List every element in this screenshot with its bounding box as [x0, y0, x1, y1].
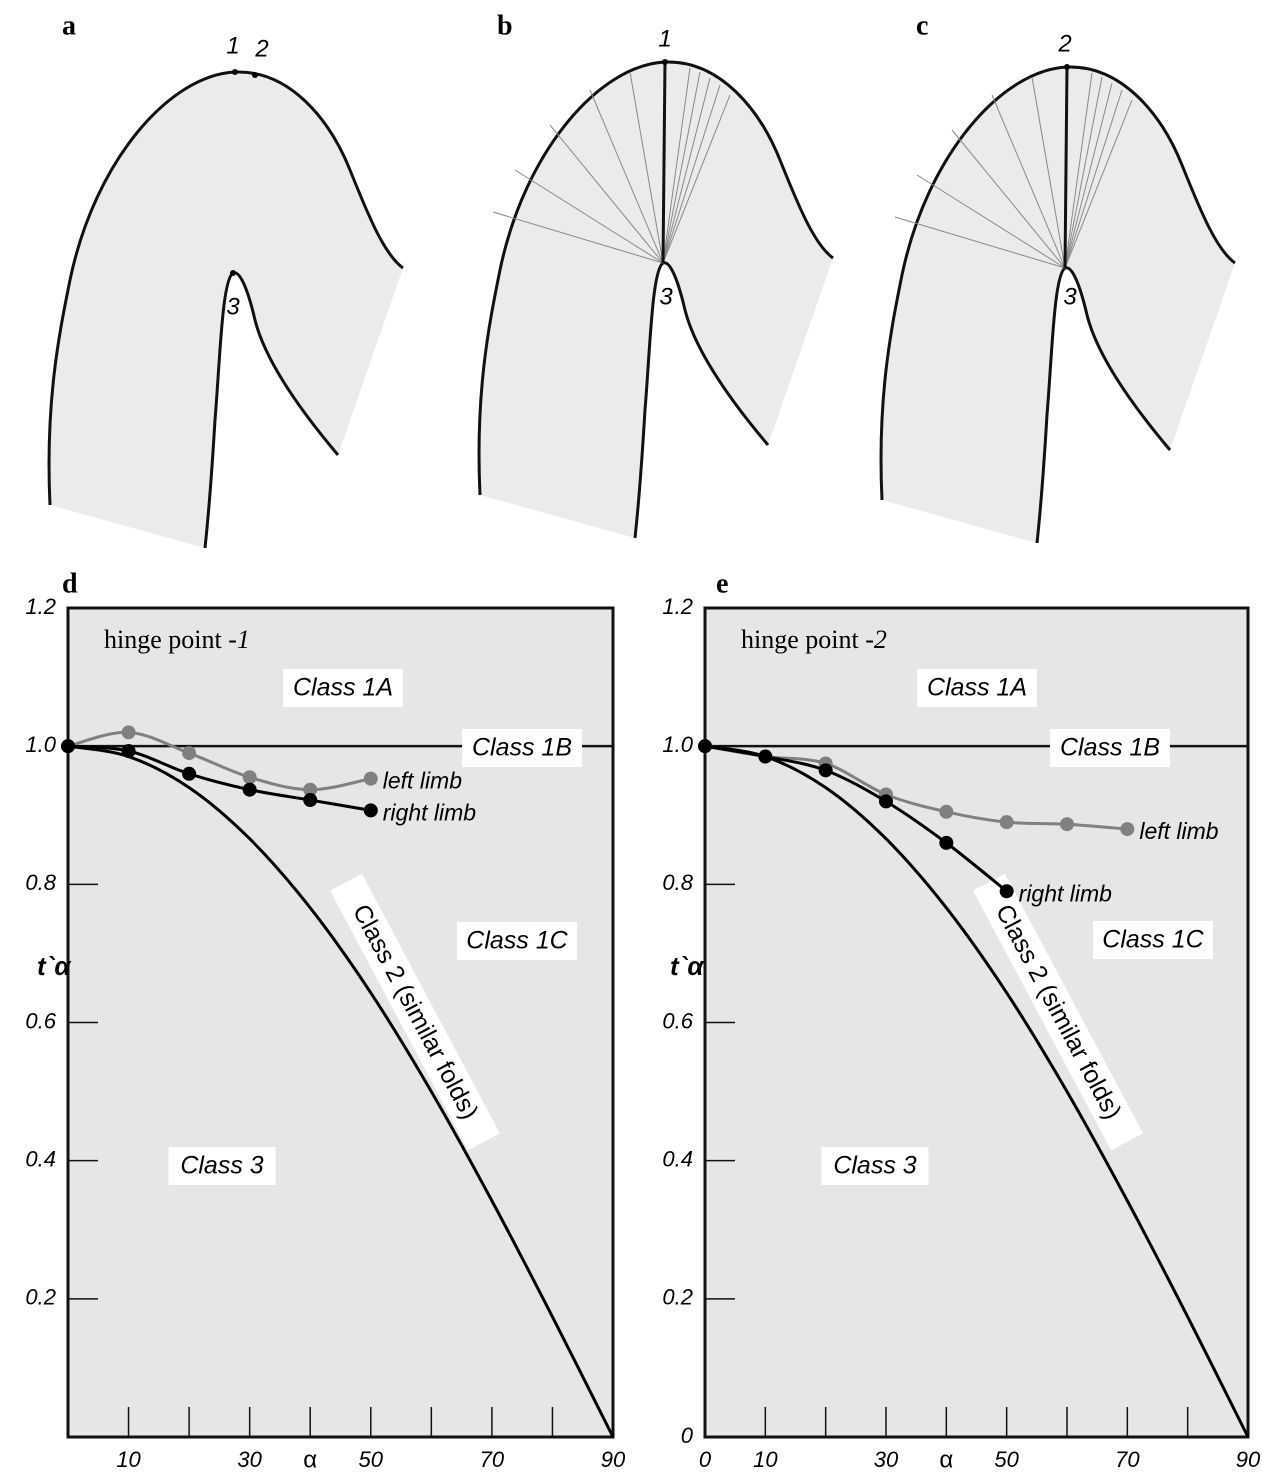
data-point — [122, 725, 136, 739]
x-tick-label: 10 — [753, 1447, 778, 1472]
region-label: Class 1B — [472, 734, 572, 762]
y-axis-label: t`α — [670, 951, 705, 981]
data-point — [182, 746, 196, 760]
series-label: left limb — [383, 768, 462, 794]
x-tick-label: 10 — [116, 1447, 141, 1472]
panel-label: e — [716, 568, 728, 599]
annotation-text: hinge point - — [104, 625, 237, 654]
x-tick-label: 30 — [237, 1447, 262, 1472]
data-point — [939, 836, 953, 850]
y-tick-label: 0.6 — [662, 1008, 693, 1033]
data-point — [879, 794, 893, 808]
y-tick-label: 0.6 — [25, 1008, 56, 1033]
annotation-number: 1 — [237, 625, 250, 654]
point-label: 2 — [1057, 30, 1071, 57]
fold-diagram: a 1 2 3 — [49, 10, 403, 548]
panel-label: a — [62, 10, 76, 41]
figure: a 1 2 3 b 1 3 c 2 3 dhinge point -10.20.… — [0, 0, 1263, 1472]
data-point — [182, 767, 196, 781]
x-tick-label: 90 — [1236, 1447, 1261, 1472]
point-label: 1 — [658, 25, 671, 52]
x-tick-label: 30 — [874, 1447, 899, 1472]
x-tick-label: 50 — [994, 1447, 1019, 1472]
x-axis-label: α — [303, 1446, 317, 1472]
y-tick-label: 0.4 — [662, 1146, 693, 1171]
chart: e hinge point -2 0 0.2 0.4 0.6 0.8 1.0 1.2 0 10 30 5… — [662, 568, 1261, 1472]
data-point — [698, 739, 712, 753]
series-label: left limb — [1139, 818, 1218, 844]
x-tick-label: 70 — [1115, 1447, 1140, 1472]
data-point — [243, 783, 257, 797]
y-tick-label: 0.8 — [25, 870, 56, 895]
region-label: Class 1B — [1060, 734, 1160, 762]
data-point — [364, 772, 378, 786]
fold-diagram: c 2 3 — [881, 10, 1235, 543]
y-tick-label: 0 — [681, 1423, 694, 1448]
y-axis-label: t`α — [37, 951, 72, 981]
series-label: right limb — [1019, 880, 1113, 906]
region-label: Class 1A — [927, 674, 1027, 702]
y-tick-label: 0.2 — [662, 1285, 693, 1310]
data-point — [1000, 884, 1014, 898]
series-label: right limb — [383, 799, 477, 825]
point-label: 3 — [659, 283, 673, 310]
x-axis-label: α — [939, 1446, 953, 1472]
point-label: 2 — [254, 35, 268, 62]
data-point — [1060, 817, 1074, 831]
region-label: Class 1C — [1102, 926, 1204, 954]
region-label: Class 1C — [466, 927, 568, 955]
x-tick-label: 50 — [359, 1447, 384, 1472]
panel-label: d — [62, 568, 78, 599]
y-tick-label: 0.2 — [25, 1285, 56, 1310]
data-point — [1120, 822, 1134, 836]
data-point — [303, 793, 317, 807]
annotation: hinge point -1 — [104, 625, 250, 654]
point-label: 3 — [1063, 283, 1077, 310]
data-point — [819, 763, 833, 777]
x-tick-label: 90 — [601, 1447, 626, 1472]
panel-label: c — [916, 10, 928, 41]
point-label: 1 — [226, 32, 239, 59]
y-tick-label: 1.0 — [25, 732, 56, 757]
y-tick-label: 1.2 — [25, 594, 56, 619]
data-point — [1000, 815, 1014, 829]
data-point — [364, 803, 378, 817]
data-point — [61, 739, 75, 753]
y-tick-label: 1.0 — [662, 732, 693, 757]
panel-label: b — [497, 10, 513, 41]
data-point — [243, 770, 257, 784]
x-tick-label: 70 — [480, 1447, 505, 1472]
region-label: Class 1A — [293, 674, 393, 702]
region-label: Class 3 — [180, 1152, 263, 1180]
point-label: 3 — [226, 293, 240, 320]
data-point — [939, 805, 953, 819]
fold-diagram: b 1 3 — [479, 10, 833, 538]
chart: d hinge point -1 0.2 0.4 0.6 0.8 1.0 1.2 10 30 50 7… — [25, 568, 626, 1472]
data-point — [758, 750, 772, 764]
data-point — [122, 744, 136, 758]
region-label: Class 3 — [833, 1152, 916, 1180]
annotation-text: hinge point - — [741, 625, 874, 654]
y-tick-label: 0.4 — [25, 1146, 56, 1171]
x-tick-label: 0 — [699, 1447, 712, 1472]
y-tick-label: 0.8 — [662, 870, 693, 895]
y-tick-label: 1.2 — [662, 594, 693, 619]
annotation: hinge point -2 — [741, 625, 887, 654]
annotation-number: 2 — [874, 625, 887, 654]
